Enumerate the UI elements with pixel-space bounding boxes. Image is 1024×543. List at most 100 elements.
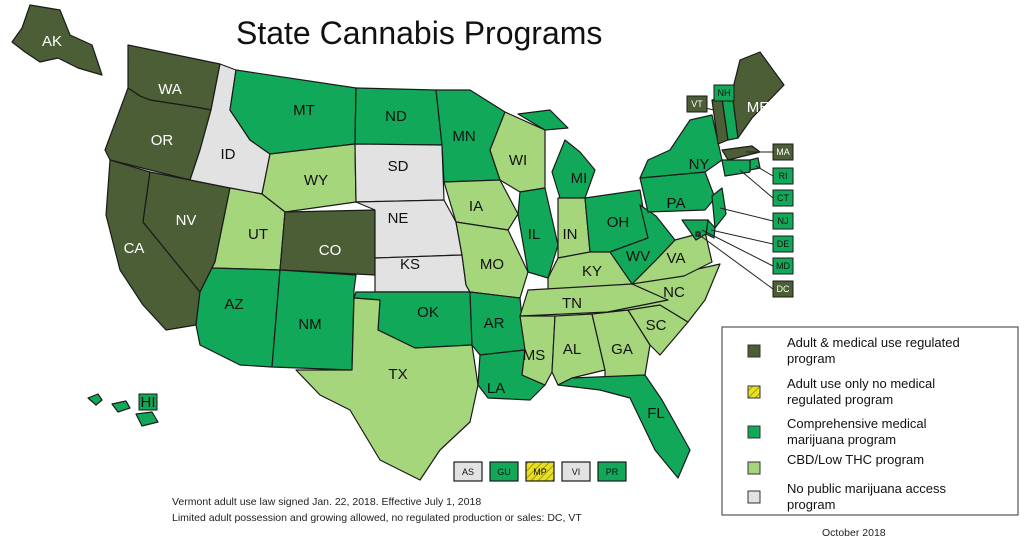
label-co: CO [319,242,342,259]
box-md [772,257,794,275]
label-la: LA [487,380,505,397]
territory-as [453,461,483,482]
label-me: ME [747,99,770,116]
label-ne: NE [388,210,409,227]
territory-label-gu: GU [497,467,511,477]
label-ar: AR [484,315,505,332]
states-layer [11,4,785,481]
box-dc [772,280,794,298]
label-va: VA [667,250,686,267]
legend-swatch-adult-only [747,385,761,399]
label-al: AL [563,341,581,358]
legend-label-none-1: program [787,497,835,512]
state-nc [607,263,721,323]
state-me [731,51,785,139]
legend-label-cbd-0: CBD/Low THC program [787,452,924,467]
label-mi: MI [571,170,588,187]
state-hi [87,393,159,427]
label-nc: NC [663,284,685,301]
box-ri [772,167,794,185]
state-ny [639,114,723,179]
box-de [772,235,794,253]
label-tx: TX [388,366,407,383]
state-nj [711,187,727,229]
label-sc: SC [646,317,667,334]
state-labels: AK HI WA OR CA NV ID MT WY UT CO AZ NM ND SD NE KS OK TX MN… [42,33,794,422]
legend-label-none-0: No public marijuana access [787,481,946,496]
leader-lines [686,92,774,290]
state-az [195,267,281,368]
legend-label-adult-only-0: Adult use only no medical [787,376,935,391]
label-mo: MO [480,256,504,273]
box-ma [772,143,794,161]
label-ma: MA [776,147,790,157]
leader-dc [697,233,774,290]
label-sd: SD [388,158,409,175]
label-vt: VT [691,99,703,109]
label-tn: TN [562,295,582,312]
legend-swatch-none [747,490,761,504]
label-oh: OH [607,214,630,231]
legend-label-adult-only-1: regulated program [787,392,893,407]
label-ny: NY [689,156,710,173]
label-in: IN [563,226,578,243]
label-ks: KS [400,256,420,273]
label-wa: WA [158,81,182,98]
label-ct: CT [777,193,789,203]
label-ak: AK [42,33,62,50]
box-nh [713,84,735,102]
label-nh: NH [718,88,731,98]
label-ut: UT [248,226,268,243]
label-il: IL [528,226,541,243]
label-nv: NV [176,212,197,229]
label-ok: OK [417,304,439,321]
territory-mp [525,461,555,482]
note-vermont: Vermont adult use law signed Jan. 22, 20… [172,496,481,508]
label-md: MD [776,261,790,271]
label-ri: RI [779,171,788,181]
label-hi: HI [141,394,156,411]
leader-nj [719,207,774,222]
state-ma [721,145,761,161]
label-de: DE [777,239,790,249]
legend-label-comprehensive-0: Comprehensive medical [787,416,927,431]
state-wy [261,143,357,213]
leader-ct [739,169,774,199]
label-fl: FL [647,405,665,422]
label-mt: MT [293,102,315,119]
label-ms: MS [523,347,546,364]
box-nj [772,212,794,230]
label-dc: DC [777,284,790,294]
map-title: State Cannabis Programs [236,15,602,51]
label-mn: MN [452,128,475,145]
label-nm: NM [298,316,321,333]
label-az: AZ [224,296,243,313]
state-ia [443,179,519,231]
label-ca: CA [124,240,145,257]
leader-ri [755,165,774,177]
state-ct [721,159,751,177]
territory-label-pr: PR [606,467,619,477]
legend-label-comprehensive-1: marijuana program [787,432,896,447]
territory-gu [489,461,519,482]
legend-swatch-adult [747,344,761,358]
state-ks [374,254,471,293]
label-wi: WI [509,152,527,169]
label-wy: WY [304,172,328,189]
label-ky: KY [582,263,602,280]
legend-label-adult-1: program [787,351,835,366]
territory-pr [597,461,627,482]
legend-label-adult-0: Adult & medical use regulated [787,335,960,350]
leader-de [710,229,774,245]
legend: Adult & medical use regulatedprogramAdul… [721,326,1019,516]
legend-box [721,326,1019,516]
state-fl [557,374,691,479]
state-ak [11,4,103,76]
territory-label-mp: MP [533,467,547,477]
label-ia: IA [469,198,483,215]
label-ga: GA [611,341,633,358]
leader-md [701,229,774,267]
note-limited: Limited adult possession and growing all… [172,512,582,524]
territory-label-as: AS [462,467,474,477]
